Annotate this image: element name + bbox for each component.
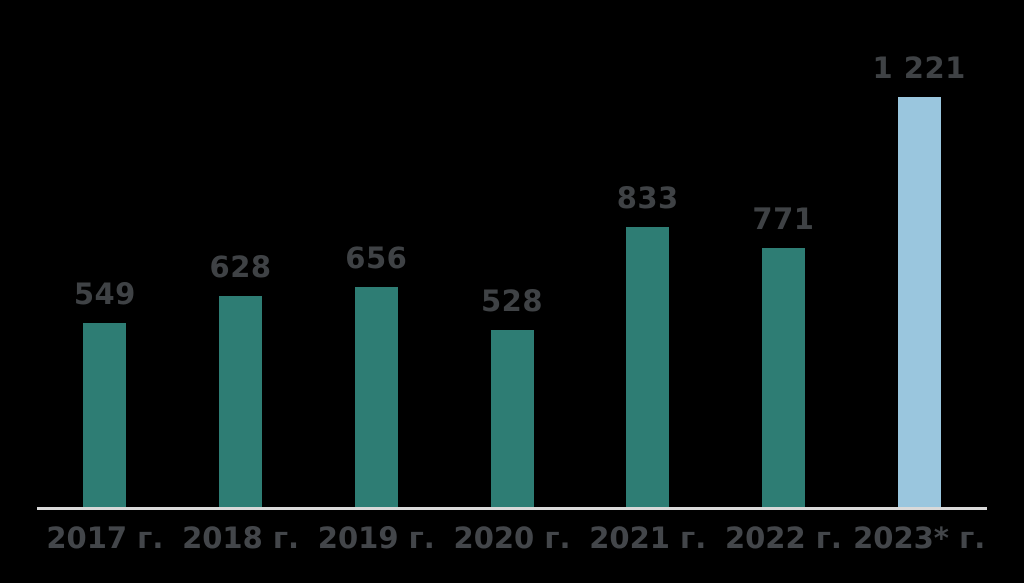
bar-value-label: 528 [480, 284, 544, 319]
chart-column: 771 [716, 0, 852, 507]
bar-value-label: 549 [73, 277, 136, 312]
bar-value-label: 1 221 [872, 51, 966, 86]
bar [626, 227, 670, 507]
x-axis-label: 2020 г. [453, 521, 571, 555]
bar-value-label: 656 [345, 241, 408, 276]
bar [490, 330, 534, 507]
x-axis-label: 2022 г. [724, 521, 842, 555]
x-axis-label: 2017 г. [46, 521, 164, 555]
bar [219, 296, 263, 507]
bar [761, 248, 805, 507]
x-axis-label: 2023* г. [853, 521, 986, 555]
x-axis-label: 2019 г. [317, 521, 435, 555]
chart-column: 549 [37, 0, 173, 507]
chart-column: 528 [444, 0, 580, 507]
bar [354, 287, 398, 507]
chart-column: 628 [173, 0, 309, 507]
plot-area: 549 628 656 528 833 771 1 221 2017 г. 2018 г. 20… [37, 0, 987, 583]
chart-column: 833 [580, 0, 716, 507]
bars-container: 549 628 656 528 833 771 1 221 [37, 0, 987, 507]
bar [897, 97, 941, 507]
x-axis-line [37, 507, 987, 510]
chart-column: 656 [308, 0, 444, 507]
x-axis-label: 2021 г. [589, 521, 707, 555]
bar [83, 323, 127, 507]
x-axis-labels: 2017 г. 2018 г. 2019 г. 2020 г. 2021 г. 2022 … [37, 521, 987, 556]
bar-value-label: 628 [209, 250, 272, 285]
x-axis-label: 2018 г. [182, 521, 300, 555]
bar-value-label: 833 [616, 181, 679, 216]
bar-value-label: 771 [752, 202, 815, 237]
chart-column: 1 221 [851, 0, 987, 507]
